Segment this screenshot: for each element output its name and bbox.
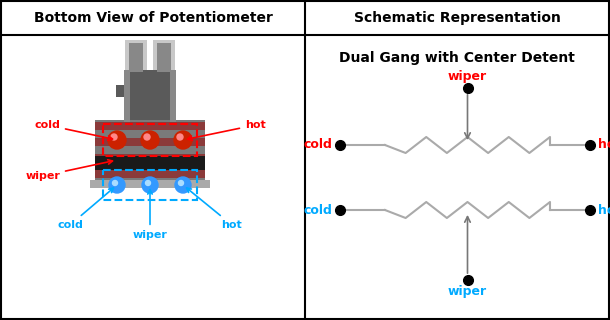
Bar — [95, 120, 205, 180]
Bar — [170, 70, 176, 125]
Text: cold: cold — [57, 188, 113, 230]
Bar — [95, 170, 205, 178]
Bar — [95, 154, 205, 162]
Text: Dual Gang with Center Detent: Dual Gang with Center Detent — [339, 51, 575, 65]
Bar — [103, 124, 197, 156]
Text: wiper: wiper — [448, 285, 487, 298]
Text: hot: hot — [187, 120, 266, 140]
Circle shape — [146, 180, 151, 186]
Circle shape — [179, 180, 184, 186]
Circle shape — [175, 177, 191, 193]
Text: cold: cold — [303, 139, 332, 151]
Bar — [95, 138, 205, 146]
Text: Bottom View of Potentiometer: Bottom View of Potentiometer — [34, 11, 273, 25]
Bar — [124, 70, 130, 125]
Circle shape — [111, 134, 117, 140]
Bar — [124, 70, 176, 125]
Bar — [95, 156, 205, 170]
Bar — [90, 180, 210, 188]
Bar — [95, 122, 205, 130]
Text: hot: hot — [187, 188, 242, 230]
Bar — [129, 43, 143, 72]
Text: hot: hot — [598, 139, 610, 151]
Circle shape — [177, 134, 183, 140]
Circle shape — [174, 131, 192, 149]
Text: wiper: wiper — [132, 190, 167, 240]
Circle shape — [141, 131, 159, 149]
Circle shape — [144, 134, 150, 140]
Text: cold: cold — [303, 204, 332, 217]
Text: wiper: wiper — [448, 70, 487, 83]
Circle shape — [112, 180, 118, 186]
Text: wiper: wiper — [25, 160, 112, 181]
Circle shape — [109, 177, 125, 193]
Circle shape — [108, 131, 126, 149]
Text: cold: cold — [34, 120, 112, 140]
Bar — [103, 170, 197, 200]
Bar — [125, 40, 147, 75]
Bar — [116, 85, 124, 97]
Circle shape — [142, 177, 158, 193]
Bar — [157, 43, 171, 72]
Text: Schematic Representation: Schematic Representation — [354, 11, 561, 25]
Text: hot: hot — [598, 204, 610, 217]
Bar — [153, 40, 175, 75]
